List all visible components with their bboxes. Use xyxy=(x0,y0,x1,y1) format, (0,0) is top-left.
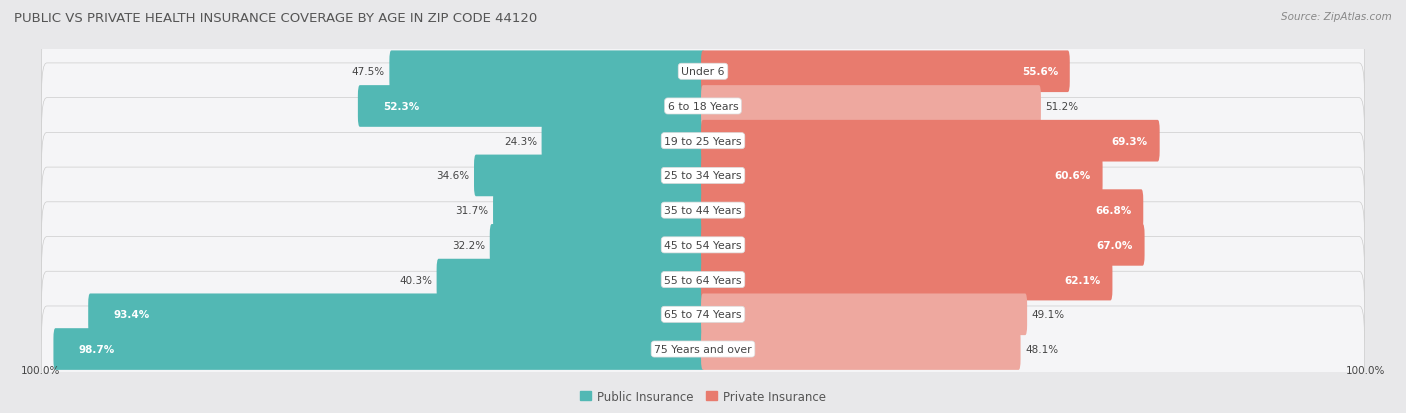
FancyBboxPatch shape xyxy=(42,64,1364,150)
Text: 100.0%: 100.0% xyxy=(1346,365,1385,375)
FancyBboxPatch shape xyxy=(42,272,1364,358)
Text: 32.2%: 32.2% xyxy=(453,240,485,250)
FancyBboxPatch shape xyxy=(42,29,1364,115)
Text: 34.6%: 34.6% xyxy=(436,171,470,181)
Text: 52.3%: 52.3% xyxy=(382,102,419,112)
FancyBboxPatch shape xyxy=(53,328,704,370)
Text: 35 to 44 Years: 35 to 44 Years xyxy=(664,206,742,216)
Text: 60.6%: 60.6% xyxy=(1054,171,1091,181)
Text: 67.0%: 67.0% xyxy=(1097,240,1133,250)
Text: 62.1%: 62.1% xyxy=(1064,275,1101,285)
Text: 65 to 74 Years: 65 to 74 Years xyxy=(664,310,742,320)
Text: 40.3%: 40.3% xyxy=(399,275,432,285)
FancyBboxPatch shape xyxy=(89,294,704,335)
Text: 6 to 18 Years: 6 to 18 Years xyxy=(668,102,738,112)
FancyBboxPatch shape xyxy=(702,294,1028,335)
Text: 49.1%: 49.1% xyxy=(1032,310,1064,320)
FancyBboxPatch shape xyxy=(702,328,1021,370)
Text: 47.5%: 47.5% xyxy=(352,67,385,77)
FancyBboxPatch shape xyxy=(702,190,1143,231)
FancyBboxPatch shape xyxy=(42,306,1364,392)
Text: 69.3%: 69.3% xyxy=(1112,136,1147,146)
Text: 100.0%: 100.0% xyxy=(21,365,60,375)
FancyBboxPatch shape xyxy=(42,133,1364,219)
Text: 31.7%: 31.7% xyxy=(456,206,488,216)
Text: 98.7%: 98.7% xyxy=(79,344,115,354)
FancyBboxPatch shape xyxy=(702,259,1112,301)
FancyBboxPatch shape xyxy=(474,155,704,197)
Text: 25 to 34 Years: 25 to 34 Years xyxy=(664,171,742,181)
FancyBboxPatch shape xyxy=(702,225,1144,266)
Text: 24.3%: 24.3% xyxy=(503,136,537,146)
Text: 51.2%: 51.2% xyxy=(1046,102,1078,112)
Text: 55 to 64 Years: 55 to 64 Years xyxy=(664,275,742,285)
FancyBboxPatch shape xyxy=(489,225,704,266)
FancyBboxPatch shape xyxy=(541,121,704,162)
Text: 66.8%: 66.8% xyxy=(1095,206,1132,216)
FancyBboxPatch shape xyxy=(42,98,1364,184)
FancyBboxPatch shape xyxy=(702,155,1102,197)
FancyBboxPatch shape xyxy=(42,202,1364,288)
FancyBboxPatch shape xyxy=(437,259,704,301)
FancyBboxPatch shape xyxy=(42,168,1364,254)
Legend: Public Insurance, Private Insurance: Public Insurance, Private Insurance xyxy=(575,385,831,408)
FancyBboxPatch shape xyxy=(389,51,704,93)
Text: 55.6%: 55.6% xyxy=(1022,67,1057,77)
FancyBboxPatch shape xyxy=(702,121,1160,162)
Text: 93.4%: 93.4% xyxy=(112,310,149,320)
FancyBboxPatch shape xyxy=(359,86,704,128)
FancyBboxPatch shape xyxy=(494,190,704,231)
Text: 75 Years and over: 75 Years and over xyxy=(654,344,752,354)
Text: PUBLIC VS PRIVATE HEALTH INSURANCE COVERAGE BY AGE IN ZIP CODE 44120: PUBLIC VS PRIVATE HEALTH INSURANCE COVER… xyxy=(14,12,537,25)
Text: 45 to 54 Years: 45 to 54 Years xyxy=(664,240,742,250)
Text: Source: ZipAtlas.com: Source: ZipAtlas.com xyxy=(1281,12,1392,22)
Text: Under 6: Under 6 xyxy=(682,67,724,77)
FancyBboxPatch shape xyxy=(702,86,1040,128)
FancyBboxPatch shape xyxy=(42,237,1364,323)
FancyBboxPatch shape xyxy=(702,51,1070,93)
Text: 48.1%: 48.1% xyxy=(1025,344,1059,354)
Text: 19 to 25 Years: 19 to 25 Years xyxy=(664,136,742,146)
